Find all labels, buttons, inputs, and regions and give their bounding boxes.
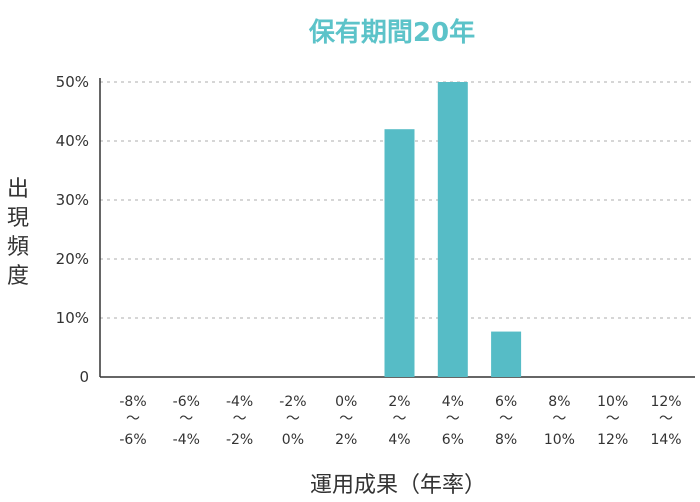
x-tick-label: 10% [544,432,575,448]
x-tick-label: 10% [597,394,628,410]
x-tick-label: 8% [495,432,517,448]
x-tick-label: 0% [335,394,357,410]
x-tick-label: 〜 [552,411,566,427]
x-axis-label: 運用成果（年率） [310,473,486,498]
x-tick-label: 〜 [286,411,300,427]
x-tick-label: -4% [173,432,200,448]
y-axis-label-char: 頻 [7,235,29,260]
y-axis-label-char: 度 [7,264,29,289]
bar [491,331,522,377]
x-tick-label: 6% [495,394,517,410]
y-tick-label: 30% [56,191,89,209]
grid-lines [100,81,695,319]
x-tick-label: 8% [548,394,570,410]
y-tick-label: 50% [56,73,89,91]
x-tick-label: 12% [597,432,628,448]
chart-title: 保有期間20年 [308,17,475,48]
x-tick-label: 0% [282,432,304,448]
y-tick-label: 0 [79,368,89,386]
x-tick-label: 〜 [499,411,513,427]
y-axis-ticks: 0 10% 20% 30% 40% 50% [56,73,89,386]
y-axis-label-char: 出 [7,177,29,202]
bars [384,82,522,377]
x-tick-label: -2% [226,432,253,448]
y-tick-label: 20% [56,250,89,268]
x-tick-label: 〜 [446,411,460,427]
x-tick-label: 〜 [126,411,140,427]
y-tick-label: 40% [56,132,89,150]
x-tick-label: -2% [279,394,306,410]
x-tick-label: 〜 [233,411,247,427]
x-tick-label: 14% [650,432,681,448]
bar [437,82,468,377]
x-tick-label: 6% [442,432,464,448]
y-axis-label-char: 現 [7,206,29,231]
x-tick-label: 〜 [606,411,620,427]
y-tick-label: 10% [56,309,89,327]
x-tick-label: 4% [442,394,464,410]
x-tick-label: 〜 [393,411,407,427]
x-tick-label: 〜 [179,411,193,427]
x-tick-label: 〜 [659,411,673,427]
x-tick-label: -8% [119,394,146,410]
x-tick-label: 2% [335,432,357,448]
x-tick-label: -4% [226,394,253,410]
x-tick-label: -6% [119,432,146,448]
x-tick-label: 4% [388,432,410,448]
bar [384,129,415,377]
x-axis-ticks: -8%〜-6%-6%〜-4%-4%〜-2%-2%〜0%0%〜2%2%〜4%4%〜… [119,394,681,448]
x-tick-label: 2% [388,394,410,410]
x-tick-label: 12% [650,394,681,410]
x-tick-label: 〜 [339,411,353,427]
x-tick-label: -6% [173,394,200,410]
